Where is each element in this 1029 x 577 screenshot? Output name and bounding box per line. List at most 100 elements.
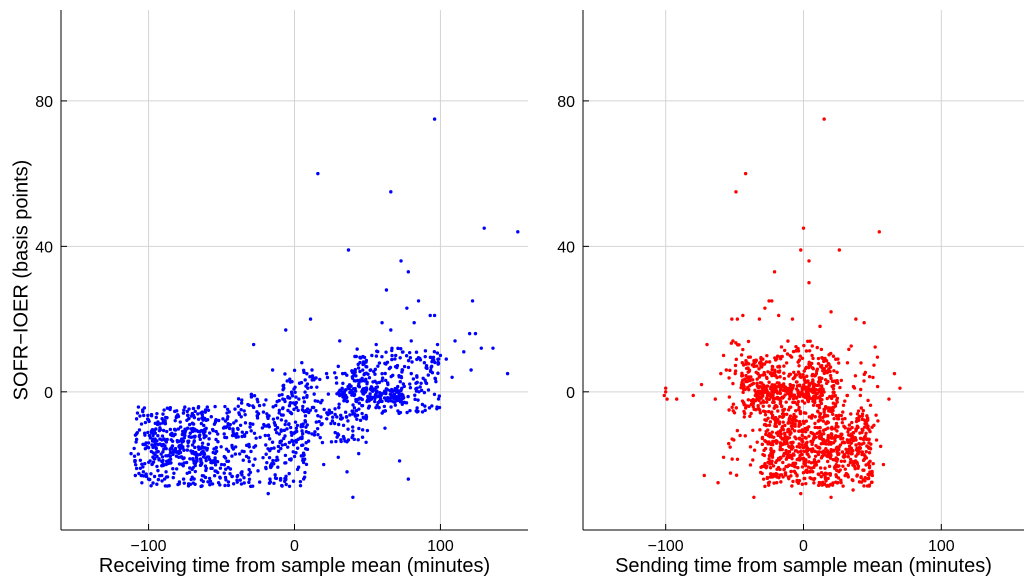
right-data-point — [752, 448, 757, 452]
left-data-point — [203, 408, 208, 412]
right-data-point — [796, 349, 801, 353]
left-data-point — [365, 428, 370, 433]
right-data-point — [867, 437, 871, 442]
left-data-point — [325, 375, 330, 380]
left-data-point — [383, 371, 387, 376]
left-data-point — [152, 431, 156, 435]
left-data-point — [247, 480, 251, 485]
right-data-point — [751, 428, 755, 433]
left-data-point — [275, 416, 280, 420]
left-data-point — [182, 481, 186, 485]
left-data-point — [430, 371, 435, 375]
right-data-point — [817, 445, 821, 450]
left-data-point — [395, 398, 400, 402]
right-data-point — [810, 353, 814, 358]
right-data-point — [773, 368, 777, 372]
right-data-point — [759, 396, 763, 400]
right-data-point — [665, 397, 669, 401]
left-data-point — [437, 405, 442, 410]
right-data-point — [786, 452, 790, 456]
right-data-point — [739, 386, 743, 390]
right-data-point — [762, 386, 767, 391]
left-data-point — [391, 400, 396, 404]
left-data-point — [198, 433, 202, 437]
left-data-point — [273, 476, 278, 480]
right-data-point — [741, 363, 746, 367]
right-data-point — [775, 480, 779, 485]
right-data-point — [836, 452, 840, 457]
left-data-point — [418, 385, 422, 389]
right-data-point — [775, 354, 780, 358]
left-data-point — [239, 407, 243, 412]
left-data-point — [342, 391, 346, 395]
left-data-point — [301, 460, 306, 465]
right-data-point — [768, 462, 772, 466]
left-data-point — [290, 392, 294, 396]
right-tick-labels: −100 0 100 0 40 80 — [557, 94, 955, 555]
right-data-point — [862, 484, 866, 488]
left-data-point — [369, 388, 373, 392]
right-data-point — [855, 462, 860, 466]
right-data-point — [842, 459, 847, 463]
right-data-point — [721, 353, 726, 358]
left-data-point — [345, 470, 349, 474]
left-data-point — [369, 368, 373, 372]
left-data-point — [333, 407, 337, 411]
left-data-point — [351, 425, 355, 429]
left-data-point — [277, 411, 281, 415]
left-data-point — [252, 431, 257, 436]
left-data-point — [423, 349, 428, 353]
right-data-point — [825, 459, 830, 464]
right-data-point — [847, 347, 851, 352]
right-data-point — [819, 384, 824, 388]
left-data-point — [434, 379, 438, 384]
left-data-point — [377, 405, 381, 410]
left-data-point — [293, 420, 298, 424]
right-data-point — [824, 472, 828, 476]
right-data-point — [663, 386, 668, 390]
right-data-point — [830, 384, 834, 389]
right-data-point — [734, 190, 738, 194]
right-data-point — [796, 360, 800, 364]
left-data-point — [293, 390, 297, 395]
left-data-point — [151, 451, 156, 455]
right-data-point — [803, 435, 807, 440]
left-data-point — [301, 404, 305, 409]
right-data-point — [733, 371, 737, 376]
left-data-point — [280, 484, 284, 488]
right-data-point — [845, 438, 850, 442]
right-data-point — [802, 378, 807, 382]
right-data-point — [839, 478, 843, 483]
left-data-point — [196, 429, 200, 434]
left-data-point — [201, 479, 206, 484]
left-data-point — [155, 454, 159, 459]
left-data-point — [235, 432, 239, 436]
left-data-point — [192, 435, 197, 439]
left-data-point — [222, 454, 226, 459]
left-data-point — [133, 459, 137, 463]
left-data-point — [314, 420, 319, 424]
right-data-point — [853, 374, 858, 378]
right-data-point — [831, 408, 835, 413]
right-data-point — [798, 445, 802, 449]
left-data-point — [214, 445, 218, 450]
right-data-point — [828, 472, 833, 476]
left-data-point — [281, 406, 285, 410]
right-data-point — [744, 373, 748, 378]
right-data-point — [815, 431, 819, 436]
left-data-point — [346, 248, 351, 252]
right-data-point — [826, 454, 830, 459]
left-data-point — [291, 450, 295, 454]
right-data-point — [840, 450, 845, 454]
left-data-point — [143, 461, 147, 466]
left-data-point — [150, 427, 155, 432]
left-data-point — [146, 446, 151, 450]
right-data-point — [815, 403, 819, 408]
right-data-point — [752, 358, 756, 363]
right-data-point — [833, 464, 837, 469]
right-data-point — [871, 375, 875, 380]
right-y-tick-label: 0 — [566, 385, 575, 402]
right-data-point — [797, 429, 801, 433]
left-data-point — [420, 402, 425, 407]
left-data-point — [200, 484, 204, 488]
